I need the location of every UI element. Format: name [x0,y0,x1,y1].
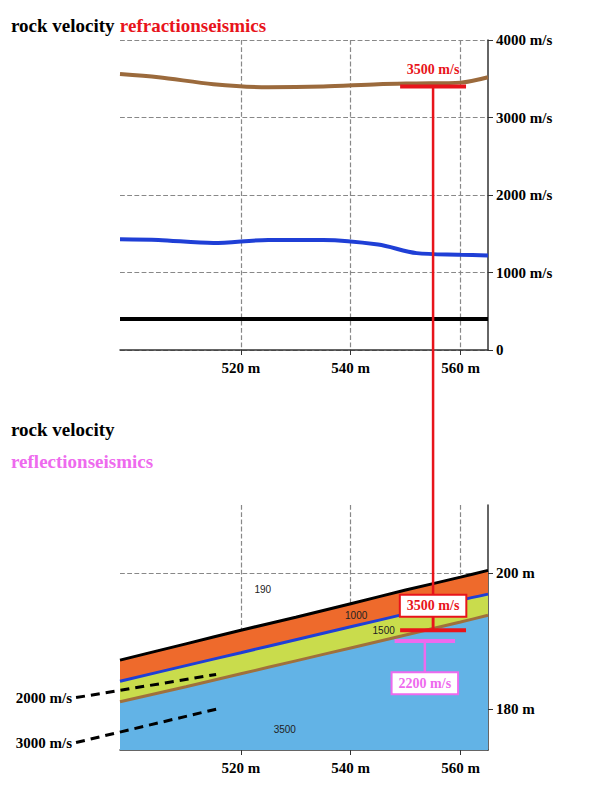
svg-text:520 m: 520 m [221,360,260,376]
svg-text:1500: 1500 [373,625,396,636]
svg-text:3500 m/s: 3500 m/s [407,598,460,613]
svg-text:540 m: 540 m [331,360,370,376]
svg-text:reflectionseismics: reflectionseismics [11,451,153,472]
svg-text:4000 m/s: 4000 m/s [496,32,552,48]
svg-text:180 m: 180 m [496,701,535,717]
svg-text:refractionseismics: refractionseismics [120,15,266,36]
svg-text:2200 m/s: 2200 m/s [399,676,452,691]
svg-text:2000 m/s: 2000 m/s [16,690,72,706]
svg-text:3000 m/s: 3000 m/s [496,110,552,126]
svg-text:1000 m/s: 1000 m/s [496,265,552,281]
svg-text:2000 m/s: 2000 m/s [496,187,552,203]
svg-text:520 m: 520 m [221,760,260,776]
svg-text:190: 190 [254,584,271,595]
svg-text:560 m: 560 m [441,760,480,776]
svg-text:1000: 1000 [345,610,368,621]
svg-text:0: 0 [496,342,504,358]
svg-text:3500 m/s: 3500 m/s [407,62,460,77]
svg-text:560 m: 560 m [441,360,480,376]
svg-text:540 m: 540 m [331,760,370,776]
svg-text:rock velocity: rock velocity [11,419,115,440]
svg-text:3000 m/s: 3000 m/s [16,735,72,751]
svg-text:3500: 3500 [274,724,297,735]
svg-text:rock velocity: rock velocity [11,15,115,36]
svg-text:200 m: 200 m [496,565,535,581]
